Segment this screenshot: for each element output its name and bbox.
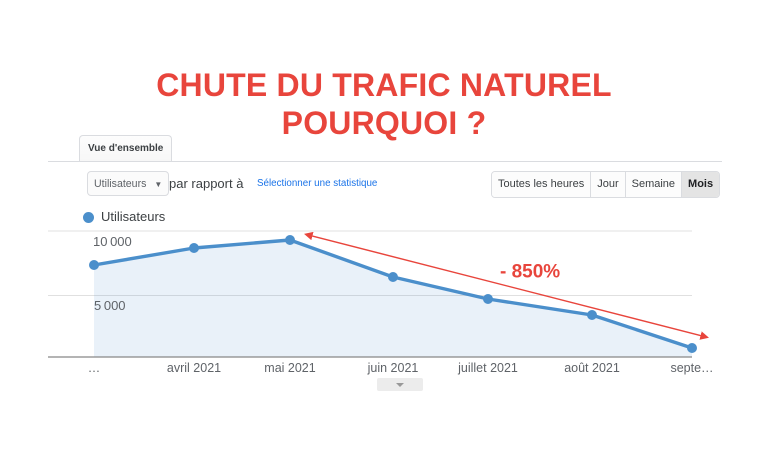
svg-text:10 000: 10 000 bbox=[93, 234, 132, 249]
svg-text:5 000: 5 000 bbox=[94, 298, 126, 313]
svg-text:- 850%: - 850% bbox=[500, 262, 560, 283]
